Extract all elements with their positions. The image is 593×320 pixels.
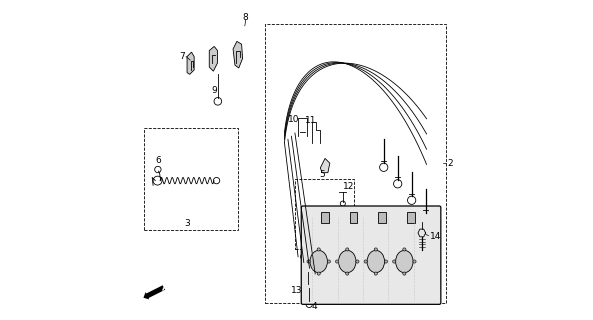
Text: 11: 11	[305, 116, 317, 125]
Ellipse shape	[310, 251, 327, 273]
Bar	[407, 212, 415, 223]
Polygon shape	[187, 52, 194, 74]
Text: 4: 4	[311, 302, 317, 311]
Circle shape	[374, 248, 377, 251]
Ellipse shape	[339, 251, 356, 273]
Circle shape	[364, 260, 367, 263]
Text: 13: 13	[291, 286, 302, 295]
Circle shape	[384, 260, 388, 263]
Ellipse shape	[367, 251, 384, 273]
Bar	[350, 212, 358, 223]
Text: 14: 14	[430, 232, 441, 241]
Circle shape	[413, 260, 416, 263]
Circle shape	[346, 272, 349, 275]
Circle shape	[403, 272, 406, 275]
Text: 12: 12	[343, 182, 355, 191]
Bar	[323, 276, 328, 280]
Circle shape	[336, 260, 339, 263]
Bar	[321, 212, 329, 223]
Text: 5: 5	[320, 170, 326, 179]
Circle shape	[346, 248, 349, 251]
Bar	[302, 259, 307, 262]
Polygon shape	[209, 46, 218, 71]
Circle shape	[393, 260, 396, 263]
Bar	[378, 212, 386, 223]
Circle shape	[374, 272, 377, 275]
FancyArrow shape	[144, 285, 165, 300]
Bar	[309, 265, 314, 268]
Circle shape	[327, 260, 330, 263]
Circle shape	[317, 248, 320, 251]
Text: 2: 2	[447, 159, 453, 168]
Text: 6: 6	[155, 156, 161, 164]
Polygon shape	[305, 266, 313, 288]
Text: 9: 9	[212, 86, 218, 95]
Polygon shape	[320, 158, 330, 173]
Text: 8: 8	[243, 13, 248, 22]
Ellipse shape	[396, 251, 413, 273]
Polygon shape	[233, 41, 243, 68]
Text: 7: 7	[179, 52, 185, 61]
FancyBboxPatch shape	[301, 206, 441, 304]
Text: 3: 3	[184, 219, 190, 228]
Circle shape	[356, 260, 359, 263]
Circle shape	[403, 248, 406, 251]
Circle shape	[307, 260, 310, 263]
Circle shape	[317, 272, 320, 275]
Text: 10: 10	[288, 115, 299, 124]
Bar	[316, 271, 321, 274]
Text: FR.: FR.	[160, 283, 176, 297]
